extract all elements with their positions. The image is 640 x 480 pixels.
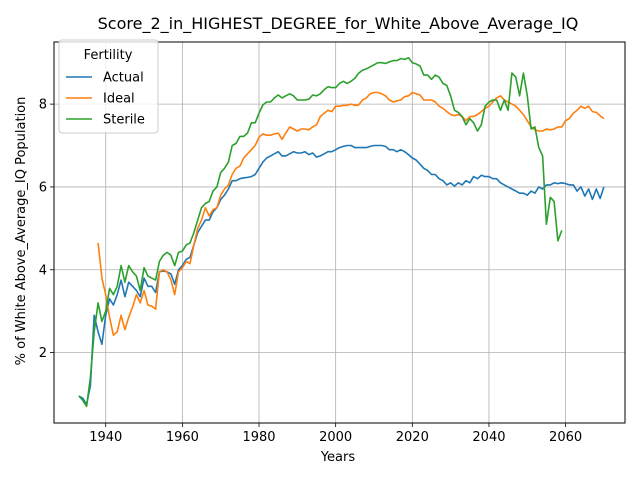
legend-label-ideal: Ideal (103, 92, 135, 107)
x-tick-label: 2000 (319, 430, 352, 445)
chart-title: Score_2_in_HIGHEST_DEGREE_for_White_Abov… (98, 14, 579, 34)
x-tick-label: 2060 (549, 430, 582, 445)
legend-label-actual: Actual (103, 71, 144, 86)
legend-items: Actual Ideal Sterile (66, 71, 145, 128)
series-line-sterile (78, 56, 563, 408)
series-line-ideal (97, 91, 605, 337)
legend-box (58, 39, 159, 134)
x-tick-label: 1980 (242, 430, 275, 445)
x-axis-label: Years (320, 450, 356, 465)
plot-frame (53, 41, 626, 424)
legend-title: Fertility (84, 48, 133, 63)
x-axis-ticks: 1940 1960 1980 2000 2020 2040 2060 (89, 423, 582, 445)
x-tick-label: 1960 (166, 430, 199, 445)
y-tick-label: 2 (39, 346, 47, 361)
x-tick-label: 2020 (396, 430, 429, 445)
y-tick-label: 6 (39, 180, 47, 195)
y-axis-label: % of White Above_Average_IQ Population (14, 97, 29, 366)
x-tick-label: 2040 (472, 430, 505, 445)
legend: Fertility Actual Ideal Sterile (58, 39, 159, 134)
legend-label-sterile: Sterile (103, 113, 145, 128)
series-line-actual (78, 144, 605, 406)
x-tick-label: 1940 (89, 430, 122, 445)
y-axis-ticks: 2 4 6 8 (39, 98, 54, 361)
y-tick-label: 4 (39, 263, 47, 278)
y-tick-label: 8 (39, 98, 47, 113)
series-lines (78, 56, 605, 408)
